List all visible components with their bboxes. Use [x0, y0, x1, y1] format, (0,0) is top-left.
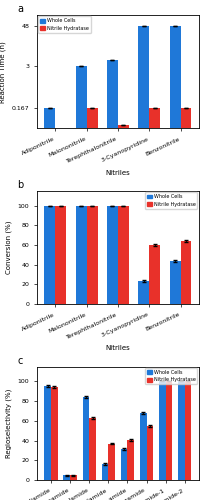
- Bar: [149, 245, 159, 304]
- Bar: [86, 108, 97, 500]
- Bar: [180, 241, 191, 304]
- Bar: [75, 206, 86, 304]
- Text: b: b: [17, 180, 24, 190]
- Bar: [169, 26, 180, 500]
- Bar: [127, 440, 133, 480]
- Bar: [75, 66, 86, 500]
- Bar: [149, 108, 159, 500]
- Bar: [146, 426, 153, 480]
- Bar: [106, 60, 117, 500]
- Bar: [106, 206, 117, 304]
- Bar: [89, 418, 95, 480]
- Bar: [180, 108, 191, 500]
- Legend: Whole Cells, Nitrile Hydratase: Whole Cells, Nitrile Hydratase: [144, 192, 196, 208]
- Text: a: a: [17, 4, 23, 14]
- Bar: [177, 382, 184, 480]
- Bar: [51, 388, 57, 480]
- Bar: [82, 397, 89, 480]
- Y-axis label: Reaction Time (h): Reaction Time (h): [0, 41, 6, 102]
- Bar: [137, 280, 149, 304]
- Y-axis label: Conversion (%): Conversion (%): [6, 221, 12, 274]
- Bar: [63, 475, 70, 480]
- Bar: [44, 386, 51, 480]
- Bar: [86, 206, 97, 304]
- Bar: [120, 450, 127, 480]
- Bar: [44, 206, 55, 304]
- Legend: Whole Cells, Nitrile Hydratase: Whole Cells, Nitrile Hydratase: [144, 368, 196, 384]
- X-axis label: Nitriles: Nitriles: [105, 346, 130, 352]
- Bar: [139, 413, 146, 480]
- Bar: [108, 444, 114, 480]
- Bar: [158, 382, 165, 480]
- Bar: [117, 206, 128, 304]
- Bar: [70, 475, 76, 480]
- Legend: Whole Cells, Nitrile Hydratase: Whole Cells, Nitrile Hydratase: [38, 16, 91, 33]
- Y-axis label: Regioselectivity (%): Regioselectivity (%): [6, 388, 12, 458]
- Bar: [137, 26, 149, 500]
- Bar: [44, 108, 55, 500]
- Bar: [55, 206, 66, 304]
- Bar: [101, 464, 108, 480]
- Bar: [184, 382, 191, 480]
- X-axis label: Nitriles: Nitriles: [105, 170, 130, 175]
- Bar: [165, 382, 172, 480]
- Text: c: c: [17, 356, 23, 366]
- Bar: [117, 125, 128, 500]
- Bar: [169, 261, 180, 304]
